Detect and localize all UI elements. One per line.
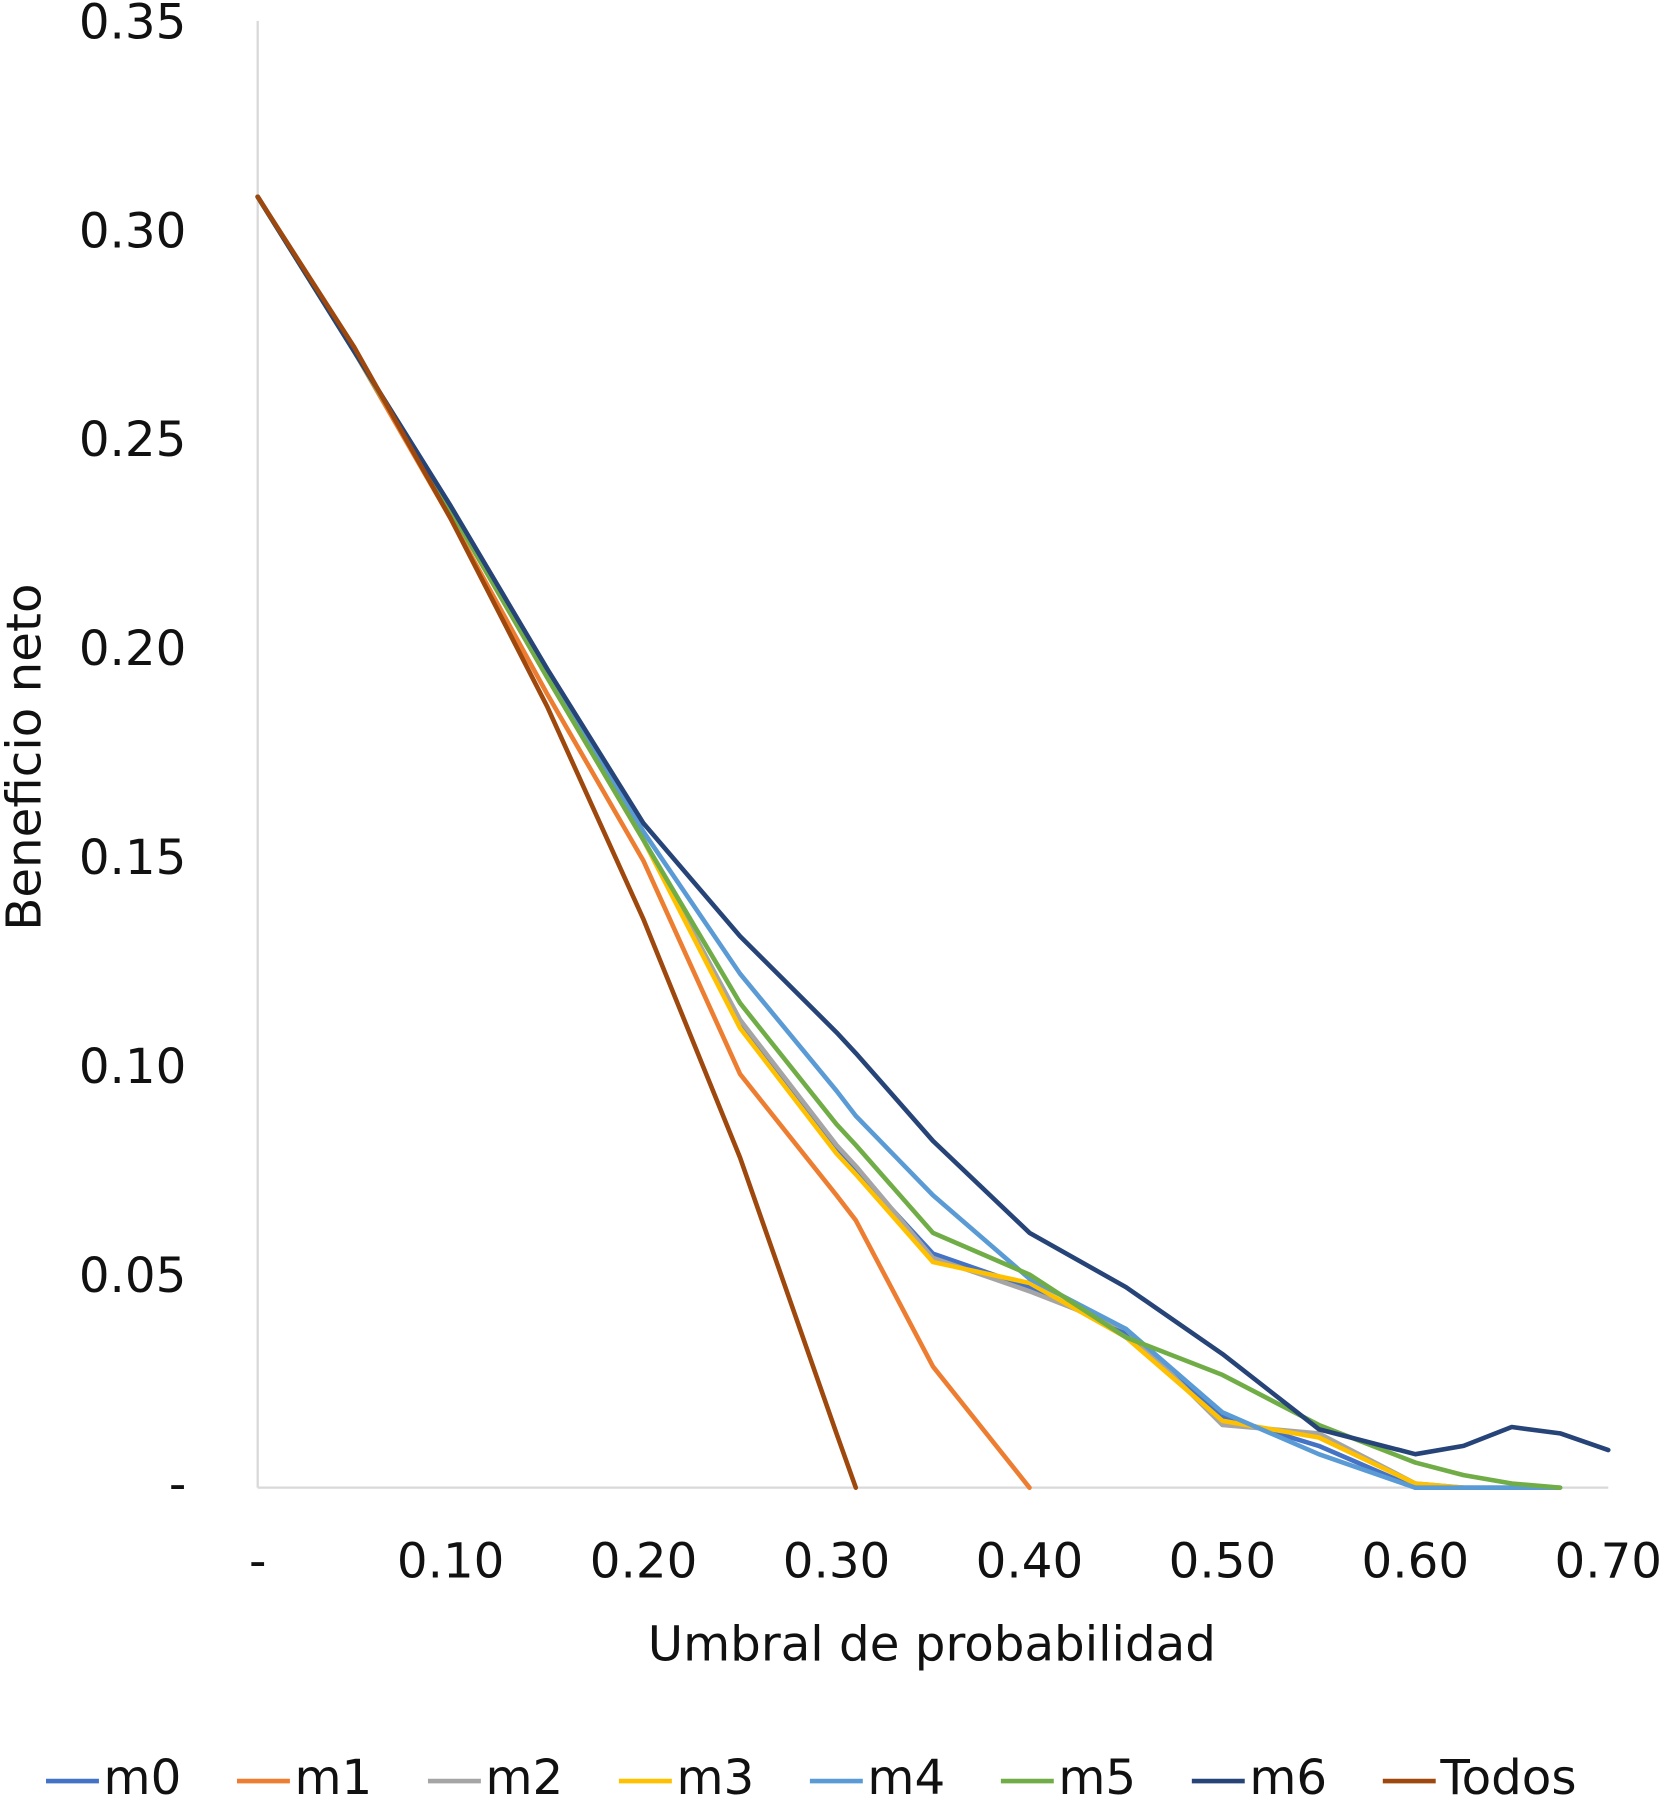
legend-label: m6 xyxy=(1249,1750,1327,1806)
series-line xyxy=(255,194,1611,1457)
x-tick-label: 0.50 xyxy=(1169,1534,1277,1590)
series-line xyxy=(255,194,1515,1490)
x-axis-label: Umbral de probabilidad xyxy=(648,1617,1216,1673)
y-tick-label: 0.20 xyxy=(79,621,187,677)
y-tick-label: 0.05 xyxy=(79,1248,187,1304)
legend-label: m1 xyxy=(295,1750,373,1806)
x-tick-label: - xyxy=(249,1534,266,1590)
x-tick-label: 0.40 xyxy=(976,1534,1084,1590)
series-line xyxy=(255,194,1466,1490)
x-tick-label: 0.70 xyxy=(1555,1534,1663,1590)
legend-label: m5 xyxy=(1058,1750,1136,1806)
legend-label: m4 xyxy=(867,1750,945,1806)
legend-label: m0 xyxy=(104,1750,182,1806)
x-tick-label: 0.30 xyxy=(783,1534,891,1590)
y-tick-label: - xyxy=(169,1457,186,1513)
series-line xyxy=(255,194,1466,1490)
y-tick-label: 0.15 xyxy=(79,830,187,886)
x-tick-label: 0.10 xyxy=(397,1534,505,1590)
series-line xyxy=(255,194,1563,1490)
legend-label: m3 xyxy=(676,1750,754,1806)
y-tick-label: 0.30 xyxy=(79,203,187,259)
y-tick-label: 0.35 xyxy=(79,0,187,50)
series-line xyxy=(255,194,1563,1490)
legend-label: Todos xyxy=(1439,1750,1576,1806)
series-line xyxy=(255,194,859,1490)
y-axis-label: Beneficio neto xyxy=(0,584,53,931)
x-tick-label: 0.60 xyxy=(1362,1534,1470,1590)
x-tick-label: 0.20 xyxy=(590,1534,698,1590)
legend-label: m2 xyxy=(485,1750,563,1806)
y-tick-label: 0.10 xyxy=(79,1039,187,1095)
y-tick-label: 0.25 xyxy=(79,412,187,468)
